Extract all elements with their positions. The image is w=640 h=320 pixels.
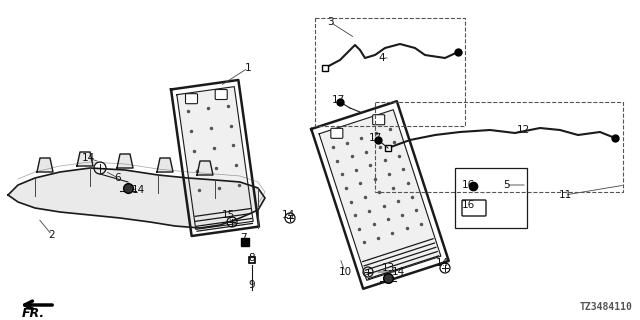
Polygon shape [117,154,133,168]
Bar [315,18,465,126]
Bar [375,102,623,192]
Text: 16: 16 [461,180,475,190]
Polygon shape [37,158,53,172]
Polygon shape [177,87,253,229]
Text: 7: 7 [240,233,246,243]
Polygon shape [197,161,213,175]
Polygon shape [157,158,173,172]
Text: 4: 4 [379,53,385,63]
Text: 13: 13 [381,263,395,273]
Text: 17: 17 [332,95,344,105]
Text: 15: 15 [221,210,235,220]
FancyBboxPatch shape [186,94,198,104]
Text: FR.: FR. [22,307,45,320]
Text: 1: 1 [244,63,252,73]
Text: 8: 8 [249,253,255,263]
Polygon shape [77,152,93,166]
FancyBboxPatch shape [462,200,486,216]
Text: 14: 14 [392,267,404,277]
Bar [455,168,527,228]
Text: 14: 14 [81,153,95,163]
Text: 2: 2 [49,230,55,240]
Text: 5: 5 [502,180,509,190]
FancyBboxPatch shape [215,90,227,100]
Polygon shape [311,101,449,289]
Polygon shape [171,80,259,236]
FancyBboxPatch shape [331,128,343,138]
Text: 17: 17 [369,133,381,143]
Text: 14: 14 [282,210,294,220]
Text: 6: 6 [115,173,122,183]
Polygon shape [319,110,441,280]
Polygon shape [8,168,265,228]
Text: 14: 14 [131,185,145,195]
Text: 16: 16 [461,200,475,210]
Text: 10: 10 [339,267,351,277]
FancyBboxPatch shape [372,115,385,125]
Text: 14: 14 [435,258,449,268]
Text: 9: 9 [249,280,255,290]
Text: TZ3484110: TZ3484110 [579,302,632,312]
Text: 3: 3 [326,17,333,27]
Text: 12: 12 [516,125,530,135]
Text: 11: 11 [558,190,572,200]
